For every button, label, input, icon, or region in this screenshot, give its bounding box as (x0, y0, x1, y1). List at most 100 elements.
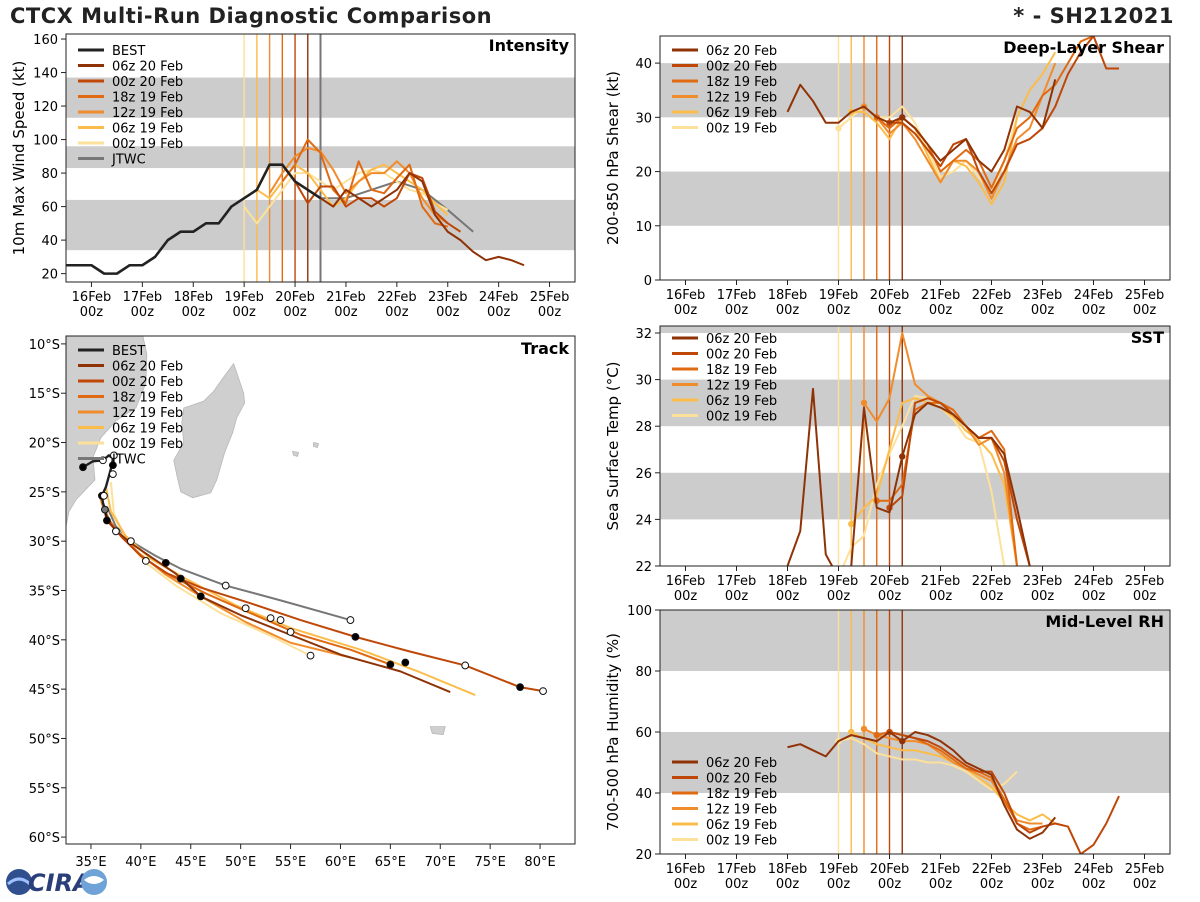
track-legend-label: BEST (112, 344, 145, 359)
track-ytick-label: 40°S (29, 634, 60, 649)
intensity-xtick-label-day: 17Feb (123, 290, 163, 305)
intensity-series-18z-19-feb (281, 138, 449, 228)
sst-xtick-label-day: 17Feb (717, 574, 757, 589)
rh-legend-label: 00z 20 Feb (706, 772, 777, 787)
intensity-xtick-label-day: 21Feb (326, 290, 366, 305)
intensity-legend-label: 06z 20 Feb (112, 60, 183, 75)
track-position-marker (110, 451, 118, 460)
intensity-xtick-label-day: 20Feb (275, 290, 315, 305)
track-series-00z-19-feb (109, 481, 311, 657)
rh-band-1 (660, 610, 1170, 671)
track-position-marker (126, 537, 135, 546)
rh-xtick-label-day: 19Feb (819, 862, 859, 877)
intensity-ytick-label: 40 (41, 234, 58, 249)
shear-init-marker-00z-19-feb (835, 124, 842, 132)
shear-plot-area (660, 36, 1170, 280)
sst-legend-label: 12z 19 Feb (706, 379, 777, 394)
intensity-xtick-label-day: 22Feb (377, 290, 417, 305)
shear-xtick-label-hour: 00z (725, 303, 749, 318)
shear-series-00z-20-feb (889, 36, 1119, 195)
shear-xtick-label-hour: 00z (776, 303, 800, 318)
shear-panel-title: Deep-Layer Shear (1003, 38, 1164, 57)
rh-ytick-label: 40 (635, 787, 652, 802)
track-position-marker (286, 628, 295, 636)
sst-xtick-label-day: 19Feb (819, 574, 859, 589)
rh-ytick-label: 80 (635, 665, 652, 680)
track-legend-label: 18z 19 Feb (112, 391, 183, 406)
track-position-marker (196, 592, 205, 601)
intensity-frame (65, 33, 576, 283)
intensity-ytick-label: 60 (41, 201, 58, 216)
sst-init-marker-12z-19-feb (860, 399, 868, 407)
shear-xtick-label-day: 25Feb (1125, 288, 1165, 303)
intensity-ylabel: 10m Max Wind Speed (kt) (10, 61, 28, 256)
track-xtick-label: 80°E (524, 855, 555, 870)
track-position-marker (109, 470, 117, 478)
track-legend-label: JTWC (111, 453, 146, 468)
shear-ytick-label: 0 (644, 274, 652, 289)
track-series-00z-20-feb (102, 507, 544, 693)
rh-ytick-label: 60 (635, 726, 652, 741)
sst-series-18z-19-feb (876, 401, 1018, 566)
sst-xtick-label-day: 24Feb (1074, 574, 1114, 589)
intensity-legend-label: BEST (112, 44, 145, 59)
rh-xtick-label-hour: 00z (827, 877, 851, 892)
intensity-ytick-label: 80 (41, 167, 58, 182)
shear-legend-label: 06z 19 Feb (706, 106, 777, 121)
track-ytick-label: 25°S (29, 486, 60, 501)
sst-xtick-label-hour: 00z (674, 589, 698, 604)
rh-xtick-label-hour: 00z (878, 877, 902, 892)
intensity-ytick-label: 140 (33, 67, 58, 82)
intensity-legend-label: 12z 19 Feb (112, 106, 183, 121)
shear-xtick-label-day: 18Feb (768, 288, 808, 303)
track-legend-label: 00z 19 Feb (112, 437, 183, 452)
shear-ylabel: 200-850 hPa Shear (kt) (604, 71, 622, 245)
rh-plot-area (660, 610, 1170, 854)
sst-xtick-label-hour: 00z (1082, 589, 1106, 604)
kerguelen-island (429, 726, 446, 735)
track-legend-label: 00z 20 Feb (112, 375, 183, 390)
track-ytick-label: 45°S (29, 683, 60, 698)
sst-xtick-label-hour: 00z (1031, 589, 1055, 604)
rh-legend-label: 06z 20 Feb (706, 756, 777, 771)
cira-logo: CIRA (4, 866, 114, 902)
rh-xtick-label-day: 16Feb (666, 862, 706, 877)
track-position-marker (276, 616, 285, 624)
rh-ytick-label: 100 (627, 604, 652, 619)
shear-xtick-label-day: 23Feb (1023, 288, 1063, 303)
rh-init-marker-12z-19-feb (860, 725, 868, 733)
shear-xtick-label-day: 16Feb (666, 288, 706, 303)
sst-panel-title: SST (1131, 328, 1164, 347)
rh-xtick-label-day: 18Feb (768, 862, 808, 877)
intensity-legend-label: 18z 19 Feb (112, 91, 183, 106)
rh-legend-label: 06z 19 Feb (706, 818, 777, 833)
track-position-marker (516, 683, 525, 692)
track-position-marker (79, 463, 87, 472)
sst-plot-area (660, 326, 1170, 566)
intensity-xtick-label-hour: 00z (283, 305, 307, 320)
sst-band-2 (660, 326, 1170, 333)
track-series-06z-20-feb (106, 519, 451, 694)
rh-xtick-label-hour: 00z (980, 877, 1004, 892)
intensity-xtick-label-day: 19Feb (224, 290, 264, 305)
intensity-xtick-label-day: 25Feb (530, 290, 570, 305)
track-position-marker (103, 516, 111, 525)
sst-xtick-label-day: 18Feb (768, 574, 808, 589)
sst-ytick-label: 28 (635, 420, 652, 435)
intensity-xtick-label-hour: 00z (436, 305, 460, 320)
sst-ytick-label: 32 (635, 327, 652, 342)
track-position-marker (100, 491, 108, 500)
madagascar-island (173, 362, 246, 499)
shear-ytick-label: 30 (635, 111, 652, 126)
intensity-xtick-label-hour: 00z (232, 305, 256, 320)
shear-series-06z-20-feb (786, 79, 1057, 173)
shear-legend-label: 00z 20 Feb (706, 60, 777, 75)
track-position-marker (109, 461, 117, 470)
shear-xtick-label-hour: 00z (674, 303, 698, 318)
figure-title: CTCX Multi-Run Diagnostic Comparison (10, 4, 493, 28)
track-legend-label: 06z 20 Feb (112, 360, 183, 375)
sst-legend-label: 18z 19 Feb (706, 363, 777, 378)
intensity-ytick-label: 160 (33, 33, 58, 48)
intensity-xtick-label-hour: 00z (182, 305, 206, 320)
